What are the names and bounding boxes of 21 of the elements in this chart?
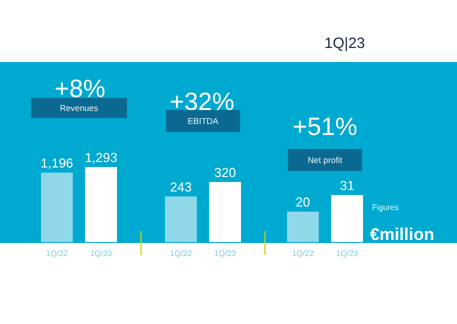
x-tick-label: 1Q/22 (170, 249, 192, 258)
text: Figures (372, 203, 399, 212)
chart-subtitle: +8% (54, 75, 106, 103)
chart-title: Net profit (308, 155, 343, 165)
chart-subtitle: +32% (170, 88, 234, 116)
data-label: 243 (170, 179, 192, 194)
data-label: 1,293 (84, 150, 118, 165)
chart-title: EBITDA (188, 116, 219, 126)
chart-title: Revenues (60, 103, 98, 113)
x-tick-label: 1Q/23 (214, 249, 237, 258)
data-label: 320 (214, 165, 236, 180)
text: €million (370, 225, 434, 244)
x-tick-label: 1Q/22 (292, 249, 314, 258)
text: 1Q|23 (324, 35, 365, 52)
data-label: 20 (296, 194, 310, 210)
data-label: 31 (340, 178, 354, 193)
x-tick-label: 1Q/22 (46, 249, 68, 258)
x-tick-label: 1Q/23 (90, 249, 113, 258)
x-tick-label: 1Q/23 (336, 249, 359, 258)
data-label: 1,196 (40, 156, 74, 171)
chart-subtitle: +51% (292, 113, 358, 141)
